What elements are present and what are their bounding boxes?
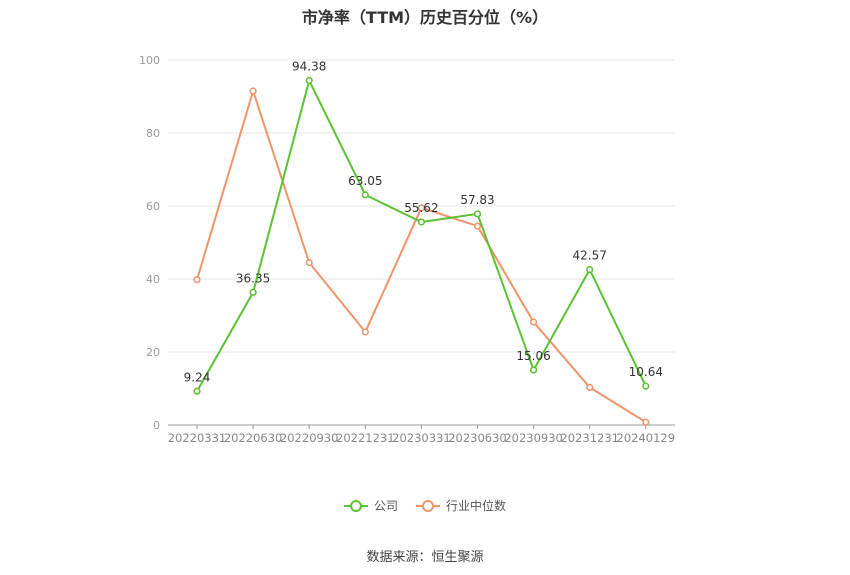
data-label: 63.05 xyxy=(348,174,382,188)
series-point-1[interactable] xyxy=(361,328,369,336)
y-tick-label: 20 xyxy=(146,346,160,359)
series-point-0[interactable] xyxy=(417,218,426,226)
data-label: 42.57 xyxy=(573,249,607,263)
legend-swatch-company xyxy=(343,499,368,512)
x-tick-label: 20220930 xyxy=(280,431,339,445)
data-label: 10.64 xyxy=(629,365,663,379)
series-point-1[interactable] xyxy=(586,383,594,392)
series-point-1[interactable] xyxy=(642,418,650,426)
y-tick-label: 100 xyxy=(139,54,160,67)
y-tick-label: 40 xyxy=(146,273,160,286)
data-label: 55.62 xyxy=(404,201,438,215)
x-tick-label: 20230930 xyxy=(504,431,563,445)
x-tick-label: 20230331 xyxy=(392,431,451,445)
data-label: 9.24 xyxy=(184,370,211,384)
series-point-1[interactable] xyxy=(305,258,313,267)
series-point-1[interactable] xyxy=(193,276,201,284)
series-lines xyxy=(193,76,650,426)
y-tick-label: 80 xyxy=(146,127,160,140)
series-point-0[interactable] xyxy=(586,266,594,274)
series-point-1[interactable] xyxy=(249,87,257,95)
x-tick-label: 20220331 xyxy=(168,431,227,445)
legend-item-company[interactable]: 公司 xyxy=(343,497,398,514)
legend-item-industry-median[interactable]: 行业中位数 xyxy=(416,497,506,514)
data-label: 57.83 xyxy=(460,193,494,207)
series-point-0[interactable] xyxy=(473,210,482,218)
x-tick-label: 20240129 xyxy=(617,431,676,445)
series-point-1[interactable] xyxy=(473,222,482,230)
axes: 0 20 40 60 80 100 2022033120220630202209302022… xyxy=(139,54,675,445)
x-tick-label: 20231231 xyxy=(560,431,619,445)
legend: 公司 行业中位数 xyxy=(0,497,850,514)
chart-title: 市净率（TTM）历史百分位（%） xyxy=(301,8,549,27)
x-tick-label: 20221231 xyxy=(336,431,395,445)
series-point-1[interactable] xyxy=(529,318,538,326)
legend-label-industry-median: 行业中位数 xyxy=(446,499,507,513)
source-note: 数据来源：恒生聚源 xyxy=(366,550,484,565)
series-point-0[interactable] xyxy=(249,288,257,296)
series-point-0[interactable] xyxy=(529,366,538,374)
series-point-0[interactable] xyxy=(193,387,201,395)
y-tick-label: 0 xyxy=(153,419,160,432)
data-label: 94.38 xyxy=(292,60,326,74)
x-tick-label: 20220630 xyxy=(224,431,283,445)
series-point-0[interactable] xyxy=(642,382,650,390)
data-label: 15.06 xyxy=(516,349,550,363)
legend-swatch-industry-median xyxy=(416,499,440,512)
data-labels: 9.24 36.35 94.38 63.05 55.62 57.83 15.06 42.57 1… xyxy=(184,60,663,385)
x-tick-label: 20230630 xyxy=(448,431,507,445)
legend-label-company: 公司 xyxy=(373,499,398,513)
series-point-1[interactable] xyxy=(417,204,426,212)
data-label: 36.35 xyxy=(236,271,270,285)
y-tick-label: 60 xyxy=(146,200,160,213)
series-point-0[interactable] xyxy=(361,191,369,199)
series-point-0[interactable] xyxy=(305,76,313,85)
